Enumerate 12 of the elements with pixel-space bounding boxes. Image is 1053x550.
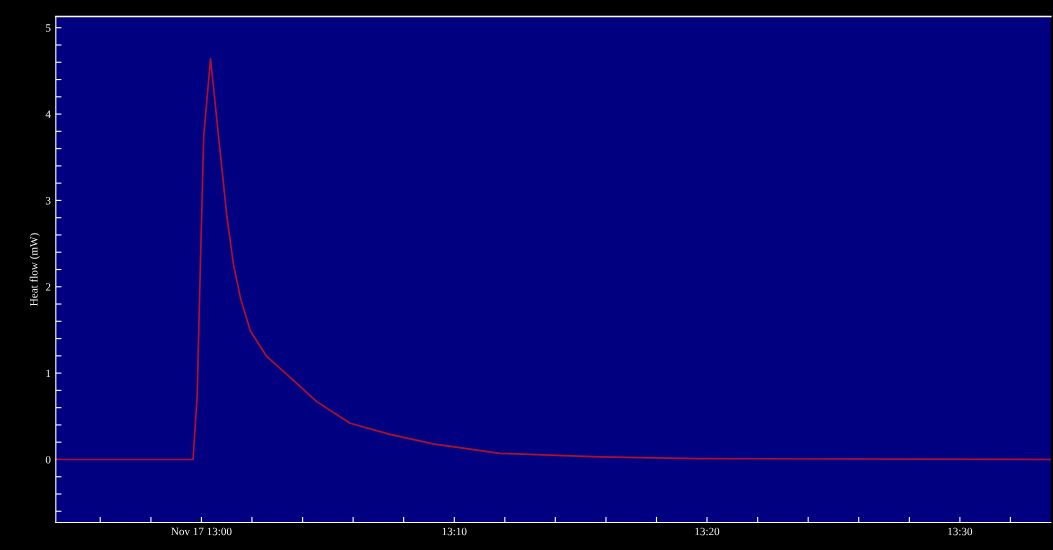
y-tick-label: 1 bbox=[46, 369, 51, 377]
y-tick-label: 3 bbox=[45, 196, 51, 205]
y-tick-label: 5 bbox=[46, 24, 51, 32]
y-tick-label: 0 bbox=[45, 455, 51, 464]
x-tick-label: 13:30 bbox=[948, 527, 973, 536]
y-tick-label: 2 bbox=[45, 283, 51, 291]
x-tick-label: 13:20 bbox=[695, 527, 720, 536]
y-tick-label: 4 bbox=[45, 110, 51, 118]
x-tick-label: Nov 17 13:00 bbox=[171, 527, 232, 536]
x-tick-label: 13:10 bbox=[442, 527, 467, 536]
y-axis-title: Heat flow (mW) bbox=[29, 233, 40, 306]
line-series bbox=[55, 57, 1051, 461]
